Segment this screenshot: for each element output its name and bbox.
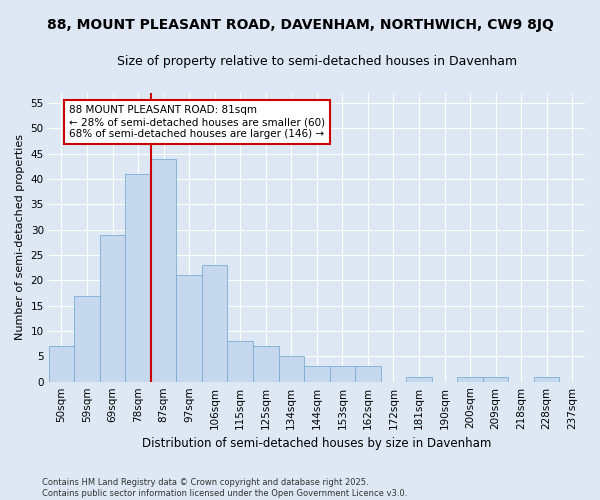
Bar <box>253 346 278 382</box>
Text: 88 MOUNT PLEASANT ROAD: 81sqm
← 28% of semi-detached houses are smaller (60)
68%: 88 MOUNT PLEASANT ROAD: 81sqm ← 28% of s… <box>69 106 325 138</box>
Bar <box>227 341 253 382</box>
Title: Size of property relative to semi-detached houses in Davenham: Size of property relative to semi-detach… <box>117 55 517 68</box>
Bar <box>329 366 355 382</box>
Bar <box>176 275 202 382</box>
Bar <box>202 265 227 382</box>
Bar <box>151 158 176 382</box>
Bar <box>278 356 304 382</box>
Bar <box>355 366 380 382</box>
Bar <box>304 366 329 382</box>
Bar <box>49 346 74 382</box>
X-axis label: Distribution of semi-detached houses by size in Davenham: Distribution of semi-detached houses by … <box>142 437 491 450</box>
Bar <box>483 376 508 382</box>
Bar <box>406 376 432 382</box>
Bar <box>100 234 125 382</box>
Bar <box>457 376 483 382</box>
Y-axis label: Number of semi-detached properties: Number of semi-detached properties <box>15 134 25 340</box>
Bar <box>125 174 151 382</box>
Bar <box>534 376 559 382</box>
Bar <box>74 296 100 382</box>
Text: 88, MOUNT PLEASANT ROAD, DAVENHAM, NORTHWICH, CW9 8JQ: 88, MOUNT PLEASANT ROAD, DAVENHAM, NORTH… <box>47 18 553 32</box>
Text: Contains HM Land Registry data © Crown copyright and database right 2025.
Contai: Contains HM Land Registry data © Crown c… <box>42 478 407 498</box>
